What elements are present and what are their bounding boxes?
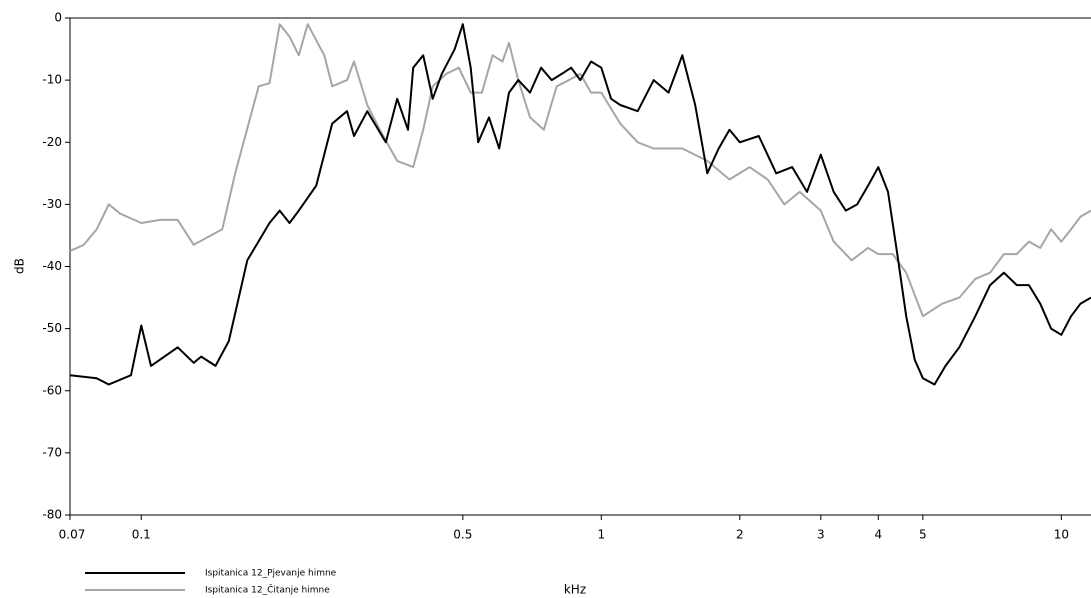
line <box>69 23 1091 318</box>
x-tick-label: 1 <box>597 528 605 542</box>
x-tick-label: 10 <box>1054 528 1069 542</box>
y-tick-label: -20 <box>42 135 62 149</box>
x-tick-label: 0.5 <box>453 528 472 542</box>
y-tick-label: 0 <box>54 11 62 25</box>
line <box>69 23 1091 386</box>
x-tick-label: 2 <box>736 528 744 542</box>
x-tick-label: 0.07 <box>59 528 86 542</box>
legend-label: Ispitanica 12_Pjevanje himne <box>205 569 337 579</box>
x-tick-label: 5 <box>919 528 927 542</box>
x-tick-label: 0.1 <box>132 528 151 542</box>
y-tick-label: -70 <box>42 445 62 459</box>
legend-label: Ispitanica 12_Čitanje himne <box>205 584 330 596</box>
y-tick-label: -50 <box>42 321 62 335</box>
y-tick-label: -10 <box>42 73 62 87</box>
y-tick-label: -40 <box>42 259 62 273</box>
y-tick-label: -80 <box>42 508 62 522</box>
x-tick-label: 4 <box>874 528 882 542</box>
y-axis-label: dB <box>13 258 27 274</box>
x-axis-label: kHz <box>564 583 586 597</box>
x-tick-label: 3 <box>817 528 825 542</box>
y-tick-label: -60 <box>42 383 62 397</box>
y-tick-label: -30 <box>42 197 62 211</box>
